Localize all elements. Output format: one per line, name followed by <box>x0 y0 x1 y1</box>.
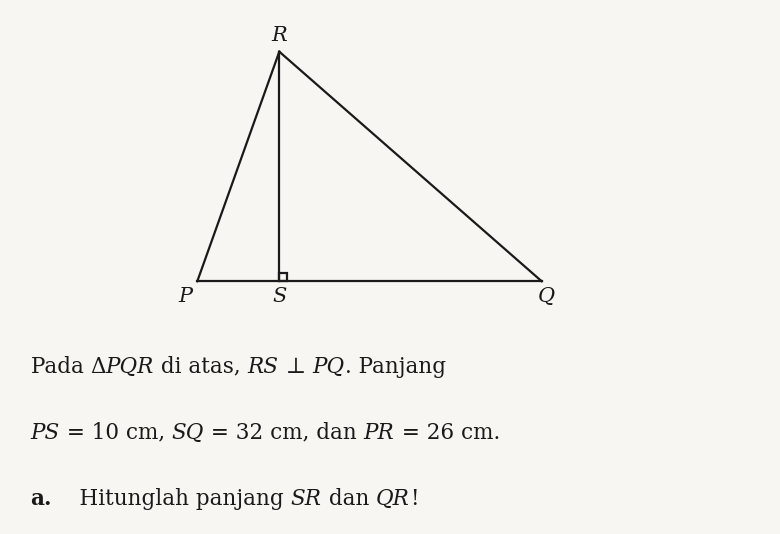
Text: P: P <box>178 287 192 305</box>
Text: ⊥: ⊥ <box>278 356 313 378</box>
Text: S: S <box>272 287 286 305</box>
Text: Hitunglah panjang: Hitunglah panjang <box>52 488 291 510</box>
Text: Q: Q <box>537 287 555 305</box>
Text: PS: PS <box>30 422 60 444</box>
Text: QR: QR <box>376 488 410 510</box>
Text: . Panjang: . Panjang <box>345 356 446 378</box>
Text: di atas,: di atas, <box>154 356 248 378</box>
Text: = 32 cm, dan: = 32 cm, dan <box>204 422 363 444</box>
Text: RS: RS <box>248 356 278 378</box>
Text: SQ: SQ <box>172 422 204 444</box>
Text: = 10 cm,: = 10 cm, <box>60 422 172 444</box>
Text: PR: PR <box>363 422 395 444</box>
Text: PQR: PQR <box>106 356 154 378</box>
Bar <box>279 273 288 281</box>
Text: Pada: Pada <box>30 356 90 378</box>
Text: dan: dan <box>321 488 376 510</box>
Text: = 26 cm.: = 26 cm. <box>395 422 500 444</box>
Text: a.: a. <box>30 488 52 510</box>
Text: Δ: Δ <box>90 356 106 378</box>
Text: !: ! <box>410 488 418 510</box>
Text: R: R <box>271 26 287 45</box>
Text: PQ: PQ <box>313 356 345 378</box>
Text: SR: SR <box>291 488 321 510</box>
